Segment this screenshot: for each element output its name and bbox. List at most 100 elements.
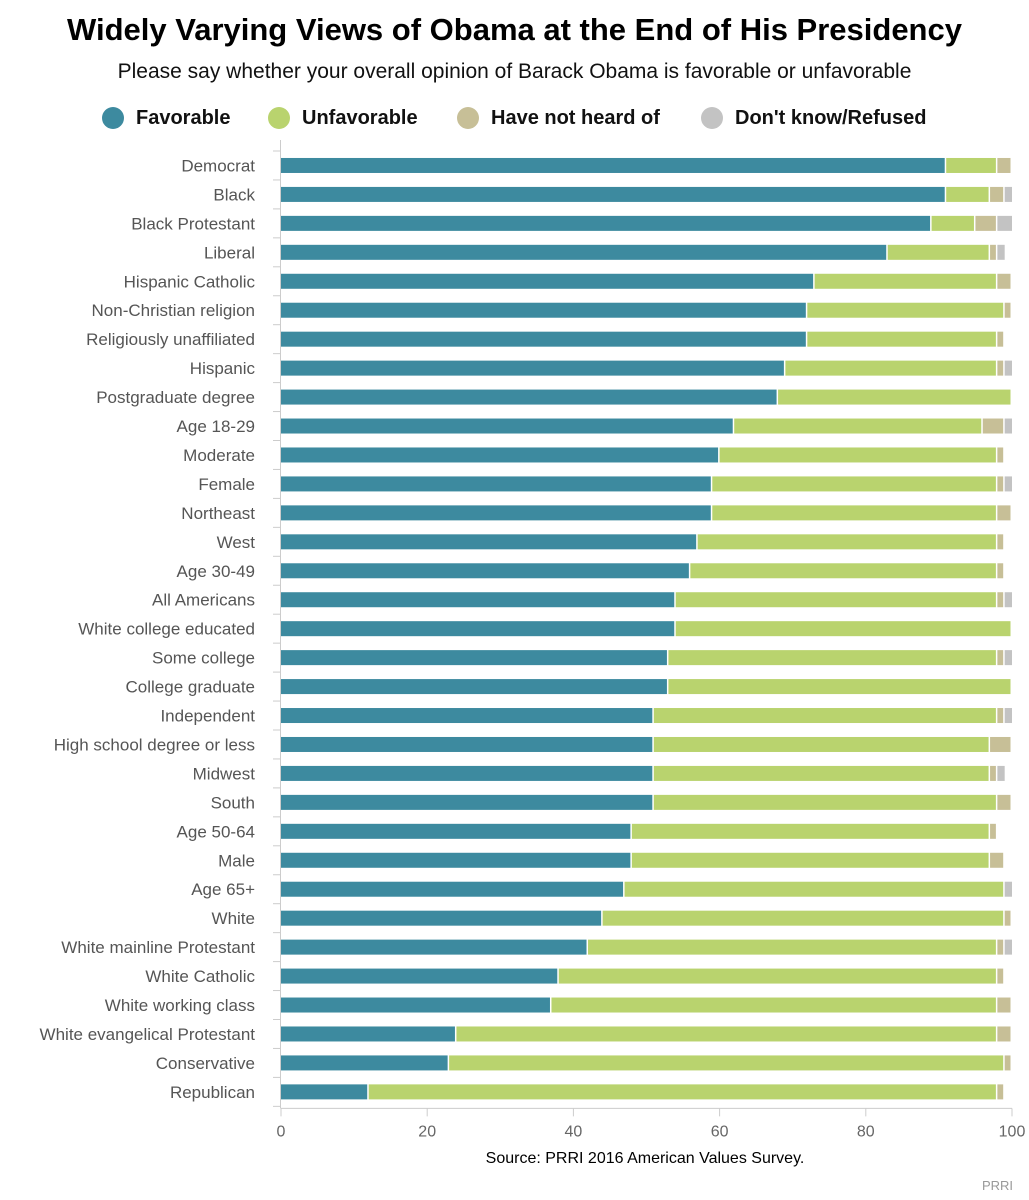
category-label: Age 50-64 — [177, 822, 255, 841]
bar-favorable — [281, 1084, 368, 1100]
bar-favorable — [281, 708, 653, 724]
bar-unfavorable — [653, 708, 996, 724]
bar-unfavorable — [449, 1055, 1004, 1071]
bar-unfavorable — [807, 331, 996, 347]
legend-label-have-not-heard: Have not heard of — [491, 106, 660, 129]
bar-favorable — [281, 215, 931, 231]
bar-have-not-heard-of — [997, 939, 1004, 955]
bar-favorable — [281, 679, 667, 695]
category-label: Postgraduate degree — [96, 388, 255, 407]
bar-don-t-know-refused — [1004, 939, 1012, 955]
legend-swatch-have-not-heard — [457, 107, 479, 129]
source-note: Source: PRRI 2016 American Values Survey… — [485, 1150, 805, 1167]
bar-unfavorable — [631, 852, 989, 868]
category-label: Hispanic — [190, 359, 256, 378]
bar-have-not-heard-of — [990, 823, 996, 839]
bar-don-t-know-refused — [1004, 592, 1012, 608]
bar-don-t-know-refused — [1004, 418, 1012, 434]
bar-favorable — [281, 273, 814, 289]
bar-unfavorable — [734, 418, 982, 434]
bar-favorable — [281, 881, 624, 897]
category-label: Conservative — [156, 1054, 255, 1073]
category-label: All Americans — [152, 591, 255, 610]
bar-favorable — [281, 389, 777, 405]
bar-have-not-heard-of — [997, 592, 1004, 608]
bar-don-t-know-refused — [1004, 650, 1012, 666]
bar-unfavorable — [653, 794, 996, 810]
bar-favorable — [281, 505, 711, 521]
category-label: College graduate — [126, 678, 255, 697]
category-label: Northeast — [181, 504, 255, 523]
bar-favorable — [281, 997, 550, 1013]
bar-unfavorable — [946, 186, 989, 202]
bar-favorable — [281, 476, 711, 492]
bar-favorable — [281, 794, 653, 810]
bar-unfavorable — [719, 447, 996, 463]
category-label: West — [217, 533, 256, 552]
bar-favorable — [281, 592, 675, 608]
legend-item-favorable: Favorable — [102, 104, 230, 132]
bar-have-not-heard-of — [997, 476, 1004, 492]
x-tick-label: 80 — [857, 1123, 875, 1140]
x-tick-label: 20 — [418, 1123, 436, 1140]
bar-don-t-know-refused — [997, 244, 1005, 260]
bar-favorable — [281, 852, 631, 868]
category-label: White Catholic — [145, 967, 255, 986]
bar-have-not-heard-of — [1004, 910, 1011, 926]
category-label: Black Protestant — [131, 214, 255, 233]
bar-favorable — [281, 910, 602, 926]
bar-have-not-heard-of — [997, 968, 1004, 984]
bar-unfavorable — [368, 1084, 996, 1100]
bar-unfavorable — [712, 505, 996, 521]
category-label: Non-Christian religion — [92, 301, 255, 320]
legend-swatch-unfavorable — [268, 107, 290, 129]
bar-have-not-heard-of — [997, 505, 1011, 521]
bar-favorable — [281, 534, 697, 550]
category-label: Age 18-29 — [177, 417, 255, 436]
bar-favorable — [281, 621, 675, 637]
legend-label-dont-know: Don't know/Refused — [735, 106, 927, 129]
bar-favorable — [281, 1055, 448, 1071]
bar-unfavorable — [675, 621, 1011, 637]
legend-swatch-dont-know — [701, 107, 723, 129]
legend-label-unfavorable: Unfavorable — [302, 106, 418, 129]
bar-favorable — [281, 1026, 455, 1042]
bar-unfavorable — [456, 1026, 996, 1042]
credit-label: PRRI — [981, 1178, 1013, 1193]
x-tick-label: 60 — [711, 1123, 729, 1140]
category-label: South — [211, 793, 255, 812]
bar-unfavorable — [946, 157, 996, 173]
bar-have-not-heard-of — [975, 215, 996, 231]
bar-unfavorable — [631, 823, 989, 839]
category-label: Democrat — [181, 156, 255, 175]
bar-unfavorable — [668, 679, 1011, 695]
x-tick-label: 40 — [565, 1123, 583, 1140]
bar-favorable — [281, 765, 653, 781]
bar-have-not-heard-of — [990, 186, 1004, 202]
bar-favorable — [281, 968, 558, 984]
bar-favorable — [281, 186, 945, 202]
bar-have-not-heard-of — [990, 765, 996, 781]
bar-don-t-know-refused — [997, 765, 1005, 781]
x-tick-label: 100 — [999, 1123, 1026, 1140]
bar-have-not-heard-of — [997, 794, 1011, 810]
bar-have-not-heard-of — [997, 534, 1004, 550]
category-label: Age 30-49 — [177, 562, 255, 581]
bar-favorable — [281, 244, 887, 260]
category-label: Age 65+ — [191, 880, 255, 899]
bar-have-not-heard-of — [982, 418, 1004, 434]
bar-have-not-heard-of — [990, 244, 996, 260]
bar-don-t-know-refused — [1004, 881, 1012, 897]
bar-favorable — [281, 736, 653, 752]
category-label: Black — [213, 185, 255, 204]
bar-unfavorable — [675, 592, 996, 608]
bar-unfavorable — [551, 997, 996, 1013]
bar-have-not-heard-of — [997, 708, 1004, 724]
category-label: White college educated — [78, 620, 255, 639]
legend-swatch-favorable — [102, 107, 124, 129]
bar-unfavorable — [624, 881, 1004, 897]
bar-favorable — [281, 360, 784, 376]
bar-don-t-know-refused — [1004, 708, 1012, 724]
legend-item-unfavorable: Unfavorable — [268, 104, 418, 132]
bar-favorable — [281, 447, 719, 463]
